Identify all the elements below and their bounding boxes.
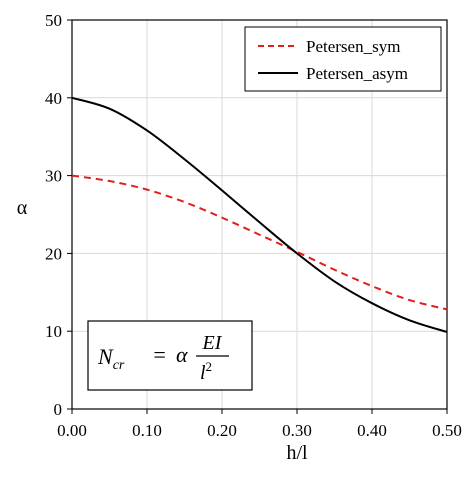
- y-axis-label: α: [17, 197, 28, 219]
- y-tick-label: 20: [45, 244, 62, 263]
- y-tick-label: 30: [45, 167, 62, 186]
- formula-alpha: α: [176, 342, 188, 367]
- series-line-petersen-asym: [71, 96, 448, 333]
- x-tick-label: 0.40: [357, 421, 387, 440]
- x-tick-label: 0.20: [207, 421, 237, 440]
- formula-denominator: l2: [200, 359, 212, 384]
- x-tick-label: 0.00: [57, 421, 87, 440]
- formula-annotation: Ncr = α EI l2: [87, 320, 253, 391]
- y-tick-label: 40: [45, 89, 62, 108]
- y-tick-label: 50: [45, 11, 62, 30]
- legend: Petersen_sym Petersen_asym: [244, 26, 442, 92]
- formula-lhs: Ncr: [97, 344, 125, 373]
- legend-label-petersen-asym: Petersen_asym: [306, 64, 408, 83]
- y-tick-label: 0: [54, 400, 63, 419]
- x-tick-label: 0.30: [282, 421, 312, 440]
- series-line-petersen-sym: [71, 174, 448, 311]
- y-tick-label: 10: [45, 322, 62, 341]
- x-tick-label: 0.50: [432, 421, 462, 440]
- tick-labels: 0.00 0.10 0.20 0.30 0.40 0.50 0 10 20 30 40 50: [45, 11, 462, 440]
- formula-numerator: EI: [202, 332, 223, 354]
- legend-label-petersen-sym: Petersen_sym: [306, 37, 400, 56]
- formula-equals: =: [152, 342, 167, 367]
- series-layer: [71, 96, 448, 333]
- formula-denominator-superscript: 2: [206, 359, 213, 374]
- legend-box: [244, 26, 442, 92]
- plot-area-frame: [71, 19, 448, 410]
- x-tick-label: 0.10: [132, 421, 162, 440]
- formula-lhs-subscript: cr: [113, 358, 125, 373]
- x-axis-label: h/l: [286, 442, 308, 464]
